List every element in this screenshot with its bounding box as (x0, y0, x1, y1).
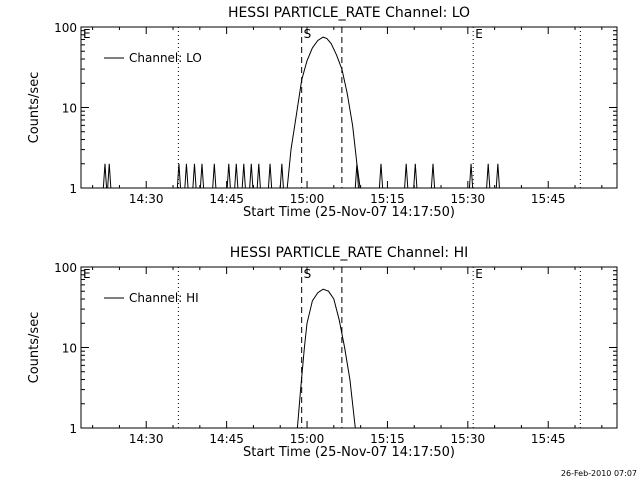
rate-spike (378, 163, 384, 189)
rate-series-line (296, 288, 356, 429)
x-tick-label: 14:30 (129, 192, 164, 206)
rate-spike (212, 163, 217, 189)
x-tick-label: 14:45 (209, 192, 244, 206)
event-marker-label: S (304, 27, 312, 41)
y-tick-label: 100 (54, 261, 77, 275)
rate-spike (234, 163, 239, 189)
rate-spike (199, 163, 205, 189)
rate-spike (184, 163, 189, 189)
rate-spike (279, 163, 284, 189)
y-tick-label: 10 (62, 102, 77, 116)
rate-spike (192, 163, 197, 189)
x-tick-label: 14:30 (129, 432, 164, 446)
rate-spike (241, 163, 246, 189)
rate-spike (176, 163, 182, 189)
x-tick-label: 15:30 (451, 192, 486, 206)
y-tick-label: 1 (69, 182, 77, 196)
x-axis-label: Start Time (25-Nov-07 14:17:50) (243, 205, 455, 220)
x-tick-label: 15:15 (370, 432, 405, 446)
rate-spike (249, 163, 254, 189)
rate-spike (107, 163, 112, 189)
rate-spike (413, 163, 418, 189)
chart-title: HESSI PARTICLE_RATE Channel: HI (230, 245, 468, 261)
rate-spike (430, 163, 436, 189)
event-marker-label: S (304, 267, 312, 281)
chart-2: HESSI PARTICLE_RATE Channel: HI Start Tim… (27, 245, 618, 460)
rate-spike (256, 163, 261, 189)
y-tick-label: 10 (62, 342, 77, 356)
x-tick-label: 15:30 (451, 432, 486, 446)
footer-timestamp: 26-Feb-2010 07:07 (561, 469, 637, 478)
rate-spike (486, 163, 491, 189)
x-tick-label: 15:45 (531, 432, 566, 446)
rate-spike (404, 163, 409, 189)
event-marker-label: E (475, 267, 483, 281)
rate-spike (267, 163, 273, 189)
x-tick-label: 15:00 (290, 192, 325, 206)
rate-spike (226, 163, 231, 189)
x-tick-label: 14:45 (209, 432, 244, 446)
y-tick-label: 1 (69, 422, 77, 436)
legend-label: Channel: HI (129, 291, 199, 305)
event-marker-label: E (83, 267, 91, 281)
legend-label: Channel: LO (129, 51, 202, 65)
x-tick-label: 15:00 (290, 432, 325, 446)
y-axis-label: Counts/sec (27, 312, 42, 384)
rate-spike (468, 163, 474, 189)
rate-spike (102, 163, 108, 189)
chart-title: HESSI PARTICLE_RATE Channel: LO (228, 5, 470, 21)
event-marker-label: E (83, 27, 91, 41)
y-tick-label: 100 (54, 21, 77, 35)
rate-spike (495, 163, 500, 189)
chart-1: HESSI PARTICLE_RATE Channel: LO Start Tim… (27, 5, 618, 220)
x-axis-label: Start Time (25-Nov-07 14:17:50) (243, 445, 455, 460)
y-axis-label: Counts/sec (27, 72, 42, 144)
x-tick-label: 15:15 (370, 192, 405, 206)
x-tick-label: 15:45 (531, 192, 566, 206)
event-marker-label: E (475, 27, 483, 41)
rate-series-line (286, 36, 361, 189)
